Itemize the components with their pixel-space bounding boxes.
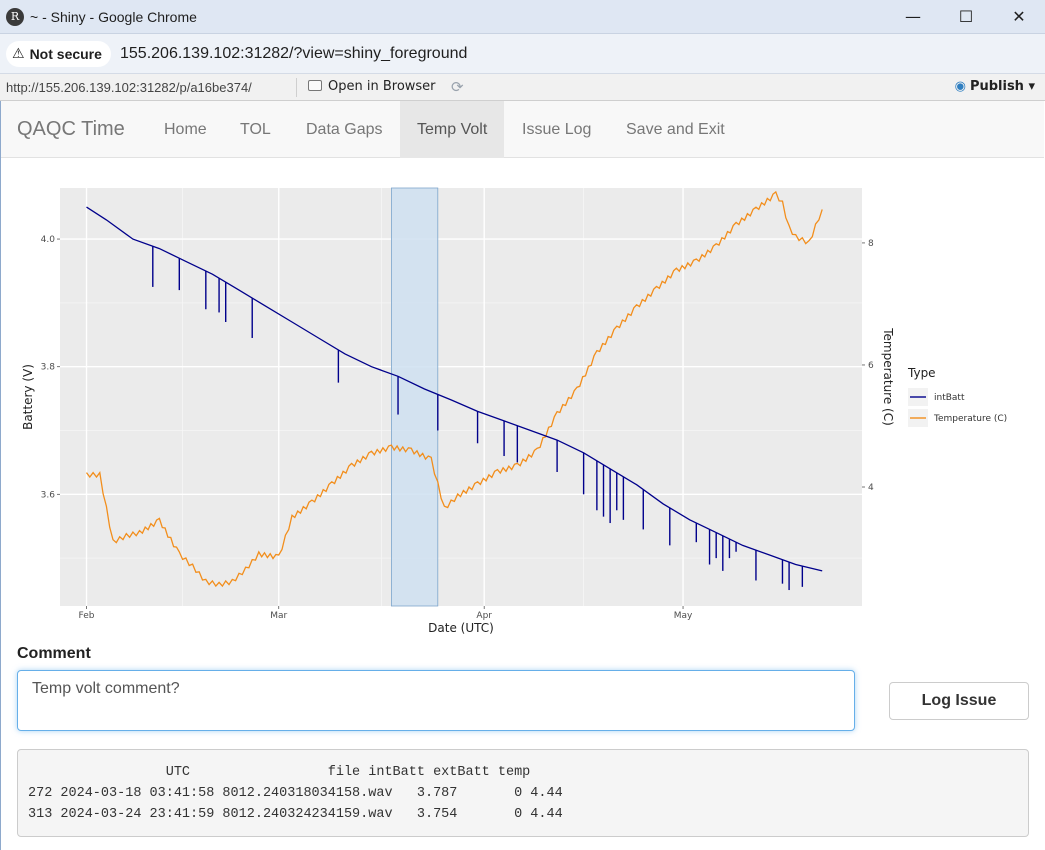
comment-input[interactable] xyxy=(17,670,855,731)
comment-label: Comment xyxy=(17,645,91,662)
tab-data-gaps[interactable]: Data Gaps xyxy=(306,121,383,138)
open-in-browser-button[interactable]: Open in Browser xyxy=(308,79,436,94)
temp-volt-plot[interactable]: 3.6 3.8 4.0 4 6 8 Feb Mar Apr May Date (UTC) Batter… xyxy=(10,182,1040,640)
toolbar-divider xyxy=(296,78,297,97)
temperature-line xyxy=(85,190,823,588)
log-issue-button[interactable]: Log Issue xyxy=(889,682,1029,720)
url-field[interactable]: 155.206.139.102:31282/?view=shiny_foregr… xyxy=(120,45,468,62)
navbar-brand[interactable]: QAQC Time xyxy=(17,118,125,140)
refresh-icon[interactable]: ⟳ xyxy=(451,78,464,96)
x-tick-label: Apr xyxy=(476,611,492,621)
maximize-icon[interactable]: ☐ xyxy=(958,7,974,26)
y-axis-title: Battery (V) xyxy=(21,364,35,430)
viewer-url: http://155.206.139.102:31282/p/a16be374/ xyxy=(6,80,252,95)
window-title: ~ - Shiny - Google Chrome xyxy=(30,9,197,25)
x-tick-label: Mar xyxy=(270,611,287,621)
warning-icon: ⚠ xyxy=(12,46,25,62)
y2-tick-label: 8 xyxy=(868,239,874,249)
y2-axis-title: Temperature (C) xyxy=(881,327,895,426)
brush-selection xyxy=(391,187,439,607)
address-bar: ⚠ Not secure 155.206.139.102:31282/?view… xyxy=(0,34,1045,74)
legend-title: Type xyxy=(907,366,936,380)
y-tick-label: 3.6 xyxy=(41,490,56,500)
x-axis-title: Date (UTC) xyxy=(428,621,494,635)
publish-label: Publish xyxy=(969,79,1024,94)
x-tick-label: May xyxy=(674,611,693,621)
x-tick-label: Feb xyxy=(79,611,95,621)
window-border xyxy=(0,101,1,850)
legend-label: Temperature (C) xyxy=(933,414,1007,424)
selected-points-output: UTC file intBatt extBatt temp 272 2024-0… xyxy=(17,749,1029,837)
minimize-icon[interactable]: — xyxy=(905,7,921,26)
y2-tick-label: 4 xyxy=(868,483,874,493)
open-in-browser-label: Open in Browser xyxy=(328,79,436,94)
browser-window-icon xyxy=(308,80,322,91)
tab-issue-log[interactable]: Issue Log xyxy=(522,121,592,138)
window-title-bar: R ~ - Shiny - Google Chrome — ☐ ✕ xyxy=(0,0,1045,34)
tab-home[interactable]: Home xyxy=(164,121,207,138)
y2-tick-label: 6 xyxy=(868,361,874,371)
y-tick-label: 4.0 xyxy=(41,235,56,245)
r-app-icon: R xyxy=(6,8,24,26)
publish-icon: ◉ xyxy=(954,79,966,94)
tab-save-and-exit[interactable]: Save and Exit xyxy=(626,121,725,138)
viewer-toolbar: http://155.206.139.102:31282/p/a16be374/… xyxy=(0,74,1045,101)
security-label: Not secure xyxy=(29,46,102,62)
tab-temp-volt[interactable]: Temp Volt xyxy=(400,101,505,158)
app-navbar: QAQC Time Home TOL Data Gaps Temp Volt I… xyxy=(1,101,1044,158)
legend-label: intBatt xyxy=(934,393,965,403)
tab-tol[interactable]: TOL xyxy=(240,121,271,138)
close-icon[interactable]: ✕ xyxy=(1012,7,1026,26)
y-tick-label: 3.8 xyxy=(41,363,56,373)
chart-svg: 3.6 3.8 4.0 4 6 8 Feb Mar Apr May Date (UTC) Batter… xyxy=(21,187,1007,635)
plot-panel[interactable] xyxy=(60,188,862,606)
intbatt-line xyxy=(86,206,823,572)
security-chip[interactable]: ⚠ Not secure xyxy=(6,41,111,67)
publish-button[interactable]: ◉ Publish ▾ xyxy=(954,79,1035,94)
